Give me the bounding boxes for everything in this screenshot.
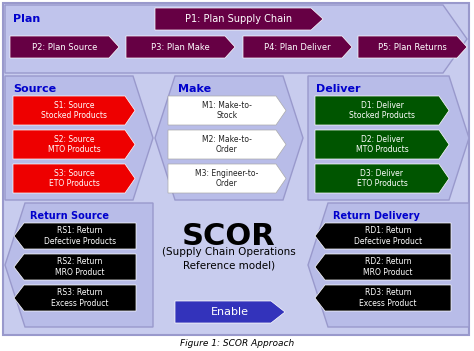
Text: RD3: Return
Excess Product: RD3: Return Excess Product <box>359 288 417 308</box>
Text: RD2: Return
MRO Product: RD2: Return MRO Product <box>363 257 413 277</box>
Text: SCOR: SCOR <box>182 222 276 251</box>
Text: RS1: Return
Defective Products: RS1: Return Defective Products <box>44 226 116 246</box>
Polygon shape <box>5 5 467 73</box>
Text: D1: Deliver
Stocked Products: D1: Deliver Stocked Products <box>349 101 415 120</box>
Polygon shape <box>13 130 135 159</box>
Polygon shape <box>308 203 469 327</box>
Polygon shape <box>168 96 286 125</box>
Polygon shape <box>155 8 323 30</box>
Text: S1: Source
Stocked Products: S1: Source Stocked Products <box>41 101 107 120</box>
Text: S3: Source
ETO Products: S3: Source ETO Products <box>48 169 100 188</box>
Text: P1: Plan Supply Chain: P1: Plan Supply Chain <box>185 14 292 24</box>
Text: Source: Source <box>13 84 56 94</box>
Text: RS2: Return
MRO Product: RS2: Return MRO Product <box>55 257 105 277</box>
Text: P4: Plan Deliver: P4: Plan Deliver <box>264 42 331 52</box>
Polygon shape <box>243 36 352 58</box>
Text: Deliver: Deliver <box>316 84 361 94</box>
Polygon shape <box>308 76 469 200</box>
Polygon shape <box>5 76 153 200</box>
Polygon shape <box>126 36 235 58</box>
Polygon shape <box>155 76 303 200</box>
Text: P3: Plan Make: P3: Plan Make <box>151 42 210 52</box>
Polygon shape <box>5 203 153 327</box>
Text: M3: Engineer-to-
Order: M3: Engineer-to- Order <box>195 169 259 188</box>
Text: Make: Make <box>178 84 211 94</box>
Text: S2: Source
MTO Products: S2: Source MTO Products <box>47 135 100 154</box>
Polygon shape <box>315 96 449 125</box>
Text: M1: Make-to-
Stock: M1: Make-to- Stock <box>202 101 252 120</box>
Polygon shape <box>315 285 451 311</box>
Polygon shape <box>175 301 285 323</box>
Text: P5: Plan Returns: P5: Plan Returns <box>378 42 447 52</box>
Text: P2: Plan Source: P2: Plan Source <box>32 42 97 52</box>
Text: Plan: Plan <box>13 14 40 24</box>
Text: RS3: Return
Excess Product: RS3: Return Excess Product <box>51 288 109 308</box>
Polygon shape <box>14 254 136 280</box>
Text: Return Delivery: Return Delivery <box>333 211 420 221</box>
Text: (Supply Chain Operations
Reference model): (Supply Chain Operations Reference model… <box>162 247 296 270</box>
Text: D2: Deliver
MTO Products: D2: Deliver MTO Products <box>356 135 409 154</box>
Polygon shape <box>315 164 449 193</box>
Polygon shape <box>13 164 135 193</box>
Polygon shape <box>315 130 449 159</box>
Text: M2: Make-to-
Order: M2: Make-to- Order <box>202 135 252 154</box>
Polygon shape <box>358 36 467 58</box>
Polygon shape <box>168 164 286 193</box>
Text: Enable: Enable <box>211 307 249 317</box>
Polygon shape <box>315 254 451 280</box>
Polygon shape <box>168 130 286 159</box>
Text: Return Source: Return Source <box>30 211 109 221</box>
Polygon shape <box>13 96 135 125</box>
Text: RD1: Return
Defective Product: RD1: Return Defective Product <box>354 226 422 246</box>
Polygon shape <box>315 223 451 249</box>
Text: D3: Deliver
ETO Products: D3: Deliver ETO Products <box>356 169 408 188</box>
Text: Figure 1: SCOR Approach: Figure 1: SCOR Approach <box>180 338 294 347</box>
Polygon shape <box>14 285 136 311</box>
Polygon shape <box>14 223 136 249</box>
Polygon shape <box>10 36 119 58</box>
